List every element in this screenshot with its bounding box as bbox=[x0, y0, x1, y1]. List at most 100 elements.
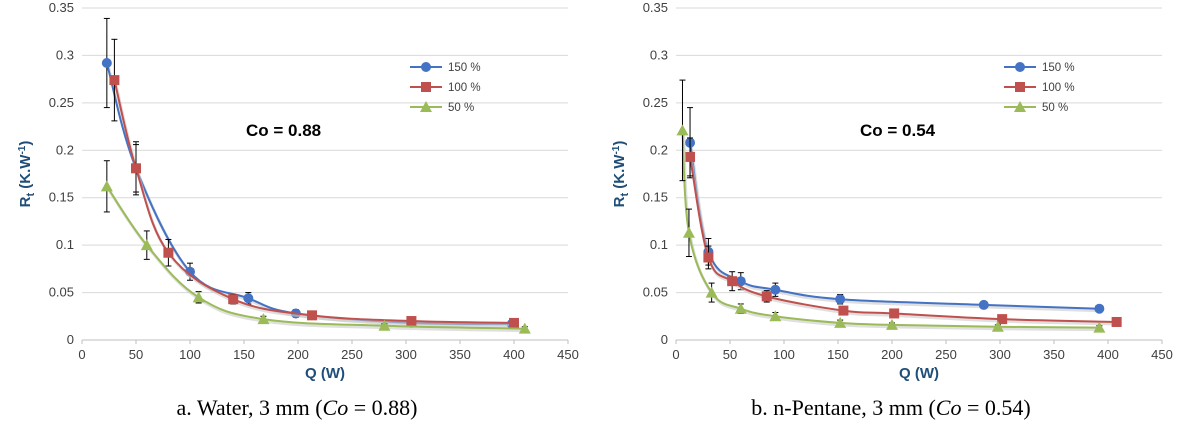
x-tick-label: 0 bbox=[78, 347, 85, 362]
data-point bbox=[889, 308, 900, 319]
chart-panel-water: 0 0.05 0.1 0.15 0.2 0.25 0.3 0.35 0 50 100 150 200 25… bbox=[0, 0, 594, 430]
y-tick-label: 0.05 bbox=[49, 285, 74, 300]
data-point bbox=[770, 284, 781, 295]
x-tick-label: 250 bbox=[935, 347, 957, 362]
trend-line bbox=[689, 156, 1117, 323]
caption-water: a. Water, 3 mm (Co = 0.88) bbox=[176, 395, 418, 420]
data-point bbox=[257, 313, 270, 325]
data-point bbox=[192, 291, 205, 303]
x-tick-label: 450 bbox=[1151, 347, 1173, 362]
data-point bbox=[228, 294, 239, 305]
data-point bbox=[761, 291, 772, 302]
data-point bbox=[140, 239, 153, 251]
x-tick-label: 250 bbox=[341, 347, 363, 362]
x-tick-label: 200 bbox=[881, 347, 903, 362]
data-point bbox=[378, 319, 391, 331]
data-point bbox=[727, 276, 738, 287]
caption-pentane: b. n-Pentane, 3 mm (Co = 0.54) bbox=[751, 395, 1031, 420]
legend-marker bbox=[1015, 82, 1025, 92]
data-point bbox=[518, 322, 531, 334]
x-tick-label: 400 bbox=[1097, 347, 1119, 362]
x-tick-label: 150 bbox=[233, 347, 255, 362]
x-tick-label: 300 bbox=[395, 347, 417, 362]
x-tick-label: 200 bbox=[287, 347, 309, 362]
data-point bbox=[769, 310, 782, 322]
data-point bbox=[101, 58, 112, 69]
data-point bbox=[886, 318, 898, 330]
data-point bbox=[734, 302, 747, 314]
legend-marker bbox=[421, 82, 431, 92]
trend-line bbox=[113, 79, 515, 324]
x-tick-label: 150 bbox=[827, 347, 849, 362]
trend-shadow bbox=[681, 132, 1101, 332]
x-axis-title: Q (W) bbox=[305, 365, 345, 382]
y-tick-label: 0.05 bbox=[643, 285, 668, 300]
y-tick-label: 0.35 bbox=[49, 0, 74, 15]
data-point bbox=[735, 276, 746, 287]
data-point bbox=[978, 299, 989, 310]
y-tick-label: 0 bbox=[67, 332, 74, 347]
y-tick-label: 0.3 bbox=[650, 47, 668, 62]
y-tick-label: 0.15 bbox=[643, 190, 668, 205]
data-point bbox=[1094, 303, 1105, 314]
x-tick-label: 450 bbox=[557, 347, 579, 362]
x-tick-label: 400 bbox=[503, 347, 525, 362]
data-point bbox=[838, 305, 849, 316]
y-tick-label: 0.15 bbox=[49, 190, 74, 205]
data-point bbox=[997, 314, 1008, 325]
chart-panel-pentane: 0 0.05 0.1 0.15 0.2 0.25 0.3 0.35 0 50 100 150 200 25… bbox=[594, 0, 1188, 430]
data-point bbox=[685, 151, 696, 162]
data-point bbox=[682, 226, 695, 238]
trend-shadow bbox=[689, 158, 1118, 326]
legend-marker bbox=[420, 101, 432, 112]
data-point bbox=[406, 316, 417, 327]
data-point bbox=[109, 75, 120, 86]
legend-marker bbox=[421, 62, 431, 72]
x-tick-label: 100 bbox=[773, 347, 795, 362]
chart-water: 0 0.05 0.1 0.15 0.2 0.25 0.3 0.35 0 50 100 150 200 25… bbox=[17, 0, 579, 382]
legend-label: 50 % bbox=[1042, 102, 1068, 114]
data-point bbox=[835, 294, 846, 305]
coefficient-annotation: Co = 0.54 bbox=[860, 121, 936, 140]
legend-marker bbox=[1015, 62, 1025, 72]
legend-marker bbox=[1014, 101, 1026, 112]
y-tick-label: 0.2 bbox=[56, 142, 74, 157]
y-axis-title: Rt (K.W-1) bbox=[17, 141, 37, 208]
data-point bbox=[991, 320, 1004, 332]
data-point bbox=[307, 310, 318, 321]
y-tick-label: 0.1 bbox=[56, 237, 74, 252]
trend-line bbox=[681, 130, 1100, 329]
data-point bbox=[705, 286, 718, 298]
legend-label: 50 % bbox=[448, 102, 474, 114]
coefficient-annotation: Co = 0.88 bbox=[246, 121, 321, 140]
y-axis-title: Rt (K.W-1) bbox=[611, 141, 631, 208]
data-point bbox=[676, 124, 689, 136]
chart-pentane: 0 0.05 0.1 0.15 0.2 0.25 0.3 0.35 0 50 100 150 200 25… bbox=[611, 0, 1173, 382]
trend-shadow bbox=[106, 187, 526, 333]
y-tick-label: 0.3 bbox=[56, 47, 74, 62]
data-point bbox=[131, 163, 141, 174]
data-point bbox=[243, 293, 254, 304]
y-tick-label: 0.25 bbox=[643, 95, 668, 110]
legend-label: 100 % bbox=[448, 82, 481, 94]
y-tick-label: 0 bbox=[661, 332, 668, 347]
y-tick-label: 0.35 bbox=[643, 0, 668, 15]
x-axis-title: Q (W) bbox=[899, 365, 939, 382]
x-tick-label: 350 bbox=[449, 347, 471, 362]
x-tick-label: 50 bbox=[723, 347, 737, 362]
data-point bbox=[1093, 321, 1106, 333]
legend-label: 150 % bbox=[1042, 62, 1075, 74]
y-tick-label: 0.25 bbox=[49, 95, 74, 110]
x-tick-label: 300 bbox=[989, 347, 1011, 362]
data-point bbox=[100, 180, 113, 192]
trend-line bbox=[689, 142, 1100, 310]
data-point bbox=[1111, 316, 1122, 327]
trend-shadow bbox=[113, 81, 516, 327]
y-tick-label: 0.1 bbox=[650, 237, 668, 252]
legend-label: 150 % bbox=[448, 62, 481, 74]
x-tick-label: 50 bbox=[129, 347, 143, 362]
data-point bbox=[703, 252, 714, 263]
y-tick-label: 0.2 bbox=[650, 142, 668, 157]
data-point bbox=[509, 317, 519, 328]
x-tick-label: 100 bbox=[179, 347, 201, 362]
